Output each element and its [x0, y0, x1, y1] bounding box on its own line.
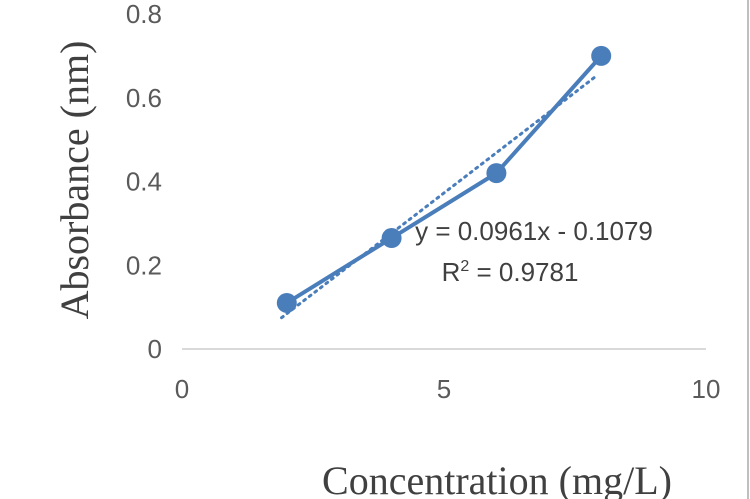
data-point: [591, 45, 612, 66]
trendline: [280, 74, 598, 320]
x-tick-labels: 0 5 10: [175, 374, 721, 404]
data-point: [276, 292, 297, 313]
r-squared-value: = 0.9781: [469, 257, 578, 287]
series-layer: [276, 45, 612, 320]
r-squared-label: R2 = 0.9781: [442, 257, 579, 287]
data-point: [486, 163, 507, 184]
trendline-equation: y = 0.0961x - 0.1079: [415, 216, 653, 246]
y-tick-label: 0.4: [126, 167, 162, 197]
y-tick-label: 0.6: [126, 83, 162, 113]
x-tick-label: 5: [437, 374, 451, 404]
r-squared-superscript: 2: [460, 258, 469, 275]
x-tick-label: 10: [692, 374, 721, 404]
y-tick-label: 0.2: [126, 250, 162, 280]
y-axis-title: Absorbance (nm): [52, 41, 97, 320]
y-tick-label: 0: [148, 334, 162, 364]
y-tick-label: 0.8: [126, 0, 162, 29]
series-line: [285, 54, 603, 305]
y-tick-labels: 0 0.2 0.4 0.6 0.8: [126, 0, 162, 364]
x-tick-label: 0: [175, 374, 189, 404]
data-point: [381, 228, 402, 249]
x-axis-title: Concentration (mg/L): [322, 458, 672, 499]
r-squared-prefix: R: [442, 257, 461, 287]
